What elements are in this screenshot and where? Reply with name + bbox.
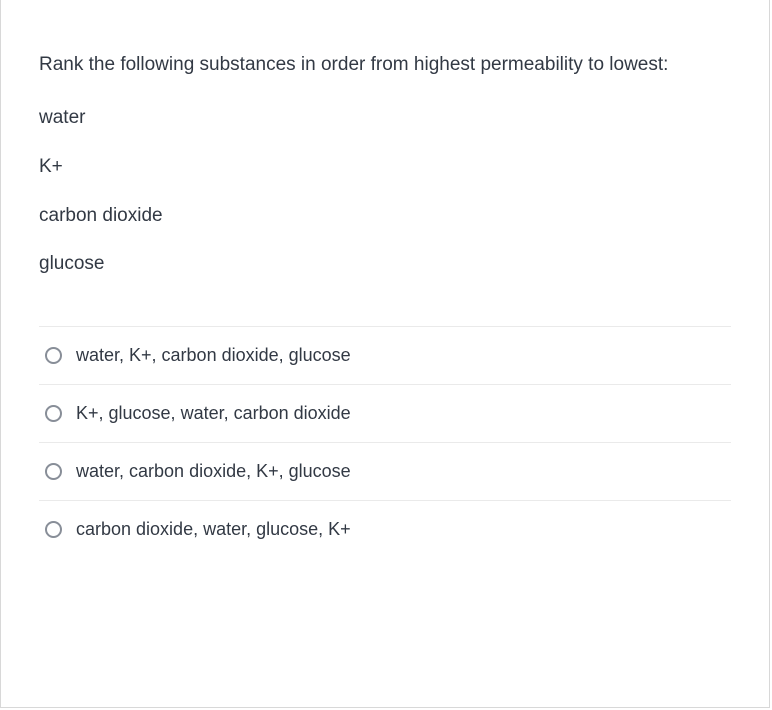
answer-option[interactable]: water, K+, carbon dioxide, glucose [39,326,731,384]
question-prompt: Rank the following substances in order f… [39,50,731,79]
radio-icon [45,521,62,538]
answer-option[interactable]: water, carbon dioxide, K+, glucose [39,442,731,500]
option-label: water, carbon dioxide, K+, glucose [76,461,351,482]
option-label: carbon dioxide, water, glucose, K+ [76,519,351,540]
option-label: water, K+, carbon dioxide, glucose [76,345,351,366]
options-list: water, K+, carbon dioxide, glucose K+, g… [39,326,731,558]
option-label: K+, glucose, water, carbon dioxide [76,403,351,424]
answer-option[interactable]: K+, glucose, water, carbon dioxide [39,384,731,442]
question-item: water [39,105,731,132]
radio-icon [45,463,62,480]
question-item: K+ [39,154,731,181]
question-item: carbon dioxide [39,203,731,230]
question-item: glucose [39,251,731,278]
radio-icon [45,347,62,364]
radio-icon [45,405,62,422]
answer-option[interactable]: carbon dioxide, water, glucose, K+ [39,500,731,558]
question-card: Rank the following substances in order f… [0,0,770,708]
